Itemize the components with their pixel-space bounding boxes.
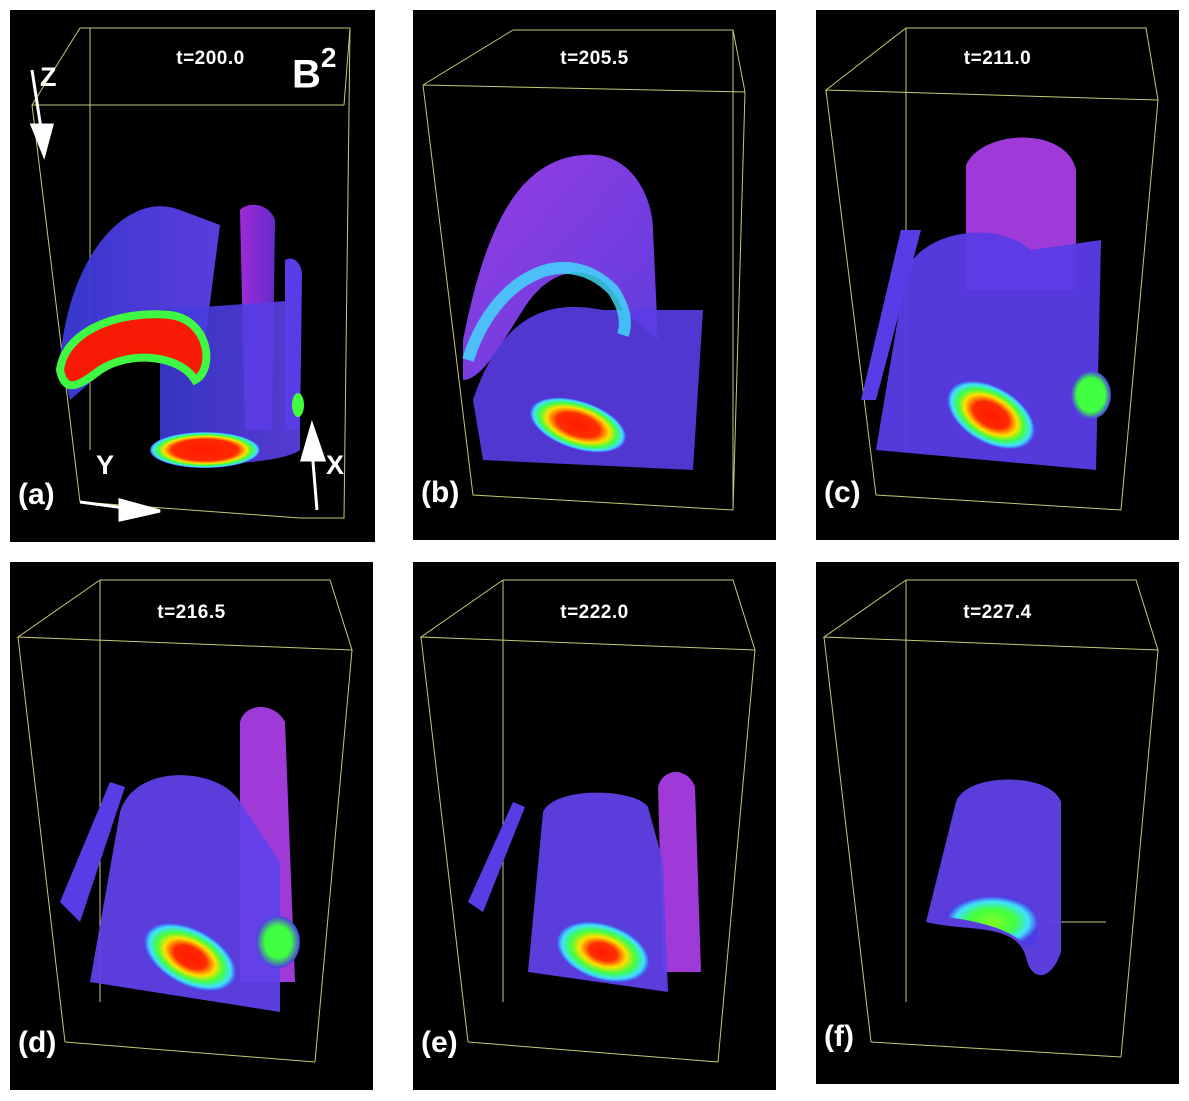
panel-f: t=227.4 (f) [816,562,1179,1084]
green-spot-a [292,393,304,417]
panel-letter-f: (f) [824,1020,854,1053]
tube-e-purple [658,772,701,972]
hot-region-a [55,310,211,390]
time-label-a: t=200.0 [176,48,245,69]
panel-e: t=222.0 (e) [413,562,776,1090]
panel-letter-c: (c) [824,476,861,509]
panel-d: t=216.5 (d) [10,562,373,1090]
axis-arrows [29,69,327,522]
tube-d-left [60,782,125,922]
tube-a-right [285,258,302,430]
time-label-f: t=227.4 [963,602,1032,623]
cyan-band-b [462,261,631,362]
tube-b-lower [473,306,703,470]
bounding-box-b [422,29,746,511]
time-label-b: t=205.5 [560,48,629,69]
panel-c: t=211.0 (c) [816,10,1179,540]
hot-core-d [143,922,237,992]
panel-letter-a: (a) [18,478,55,511]
panel-letter-d: (d) [18,1026,57,1059]
volume-render-f [822,579,1159,1058]
volume-render-a [31,27,351,519]
panel-b: t=205.5 (b) [413,10,776,540]
tube-c-mid [876,232,1101,470]
volume-render-d [16,579,353,1063]
bounding-box-f [822,579,1159,1058]
volume-render-c [824,27,1159,511]
time-label-d: t=216.5 [157,602,226,623]
time-label-c: t=211.0 [963,48,1032,69]
volume-render-b [422,29,746,511]
bounding-box-d [16,579,353,1063]
tube-c-left [861,230,921,400]
volume-render-e [419,579,756,1063]
panel-letter-b: (b) [421,476,460,509]
panel-letter-e: (e) [421,1026,458,1059]
time-label-e: t=222.0 [560,602,629,623]
tube-e-left [468,802,525,912]
bounding-box-e [419,579,756,1063]
axis-label-x: X [326,450,345,480]
axis-label-z: Z [40,62,57,92]
hot-core-c [947,380,1035,450]
green-spot-d [256,916,300,968]
bounding-box-a [31,27,351,519]
tube-f-main [926,779,1061,976]
hot-core-f [946,896,1038,948]
panel-a: t=200.0 B2 Z Y X (a) [10,10,375,542]
green-spot-c [1071,371,1111,419]
hot-core-b [529,397,627,453]
axis-label-y: Y [96,450,115,480]
b-squared-label: B2 [292,42,337,97]
tube-d-main [90,775,280,1012]
hot-core-a [150,432,260,468]
hot-core-e [556,921,650,983]
